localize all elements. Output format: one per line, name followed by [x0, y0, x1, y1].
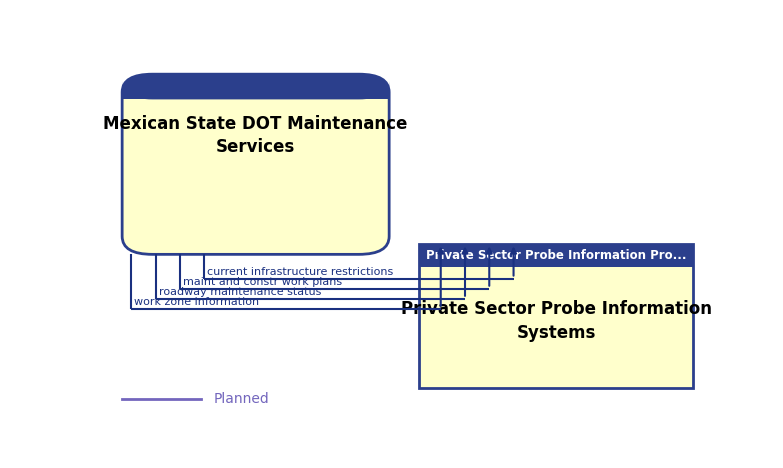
FancyBboxPatch shape [122, 74, 389, 255]
Text: Private Sector Probe Information Pro...: Private Sector Probe Information Pro... [426, 249, 686, 262]
Bar [122, 86, 389, 99]
Bar [420, 243, 693, 267]
Bar [420, 243, 693, 388]
Text: roadway maintenance status: roadway maintenance status [158, 287, 321, 297]
Text: work zone information: work zone information [135, 297, 259, 307]
Text: Private Sector Probe Information
Systems: Private Sector Probe Information Systems [401, 300, 712, 342]
Text: Mexican State DOT Maintenance
Services: Mexican State DOT Maintenance Services [103, 115, 408, 156]
Text: current infrastructure restrictions: current infrastructure restrictions [207, 267, 393, 277]
Text: Planned: Planned [213, 392, 269, 406]
Text: maint and constr work plans: maint and constr work plans [183, 277, 342, 287]
FancyBboxPatch shape [122, 74, 389, 99]
